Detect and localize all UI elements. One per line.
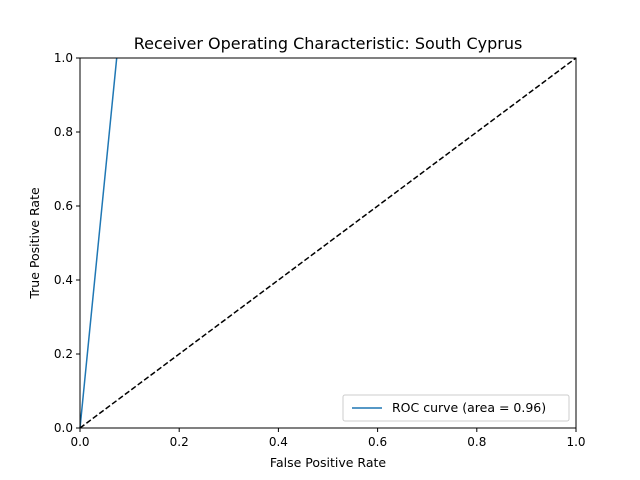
x-tick-label: 1.0 (566, 435, 585, 449)
y-tick-label: 0.2 (54, 347, 73, 361)
x-axis-label: False Positive Rate (270, 455, 386, 470)
x-tick-label: 0.4 (269, 435, 288, 449)
y-tick-label: 1.0 (54, 51, 73, 65)
roc-curve-line (79, 57, 118, 429)
x-tick-label: 0.8 (467, 435, 486, 449)
x-axis-ticks: 0.0 0.2 0.4 0.6 0.8 1.0 (70, 428, 586, 449)
y-tick-label: 0.6 (54, 199, 73, 213)
y-axis-ticks: 0.0 0.2 0.4 0.6 0.8 1.0 (54, 51, 80, 435)
diagonal-reference-line (79, 57, 577, 429)
plot-frame (79, 57, 577, 429)
y-tick-label: 0.8 (54, 125, 73, 139)
y-axis-label: True Positive Rate (27, 187, 42, 300)
y-tick-label: 0.0 (54, 421, 73, 435)
x-tick-label: 0.2 (170, 435, 189, 449)
legend-label-roc: ROC curve (area = 0.96) (392, 400, 546, 415)
chart-title: Receiver Operating Characteristic: South… (134, 34, 523, 53)
plot-area (79, 57, 577, 429)
legend-box (342, 394, 570, 422)
x-tick-label: 0.6 (368, 435, 387, 449)
legend: ROC curve (area = 0.96) (342, 394, 570, 422)
x-tick-label: 0.0 (70, 435, 89, 449)
y-tick-label: 0.4 (54, 273, 73, 287)
